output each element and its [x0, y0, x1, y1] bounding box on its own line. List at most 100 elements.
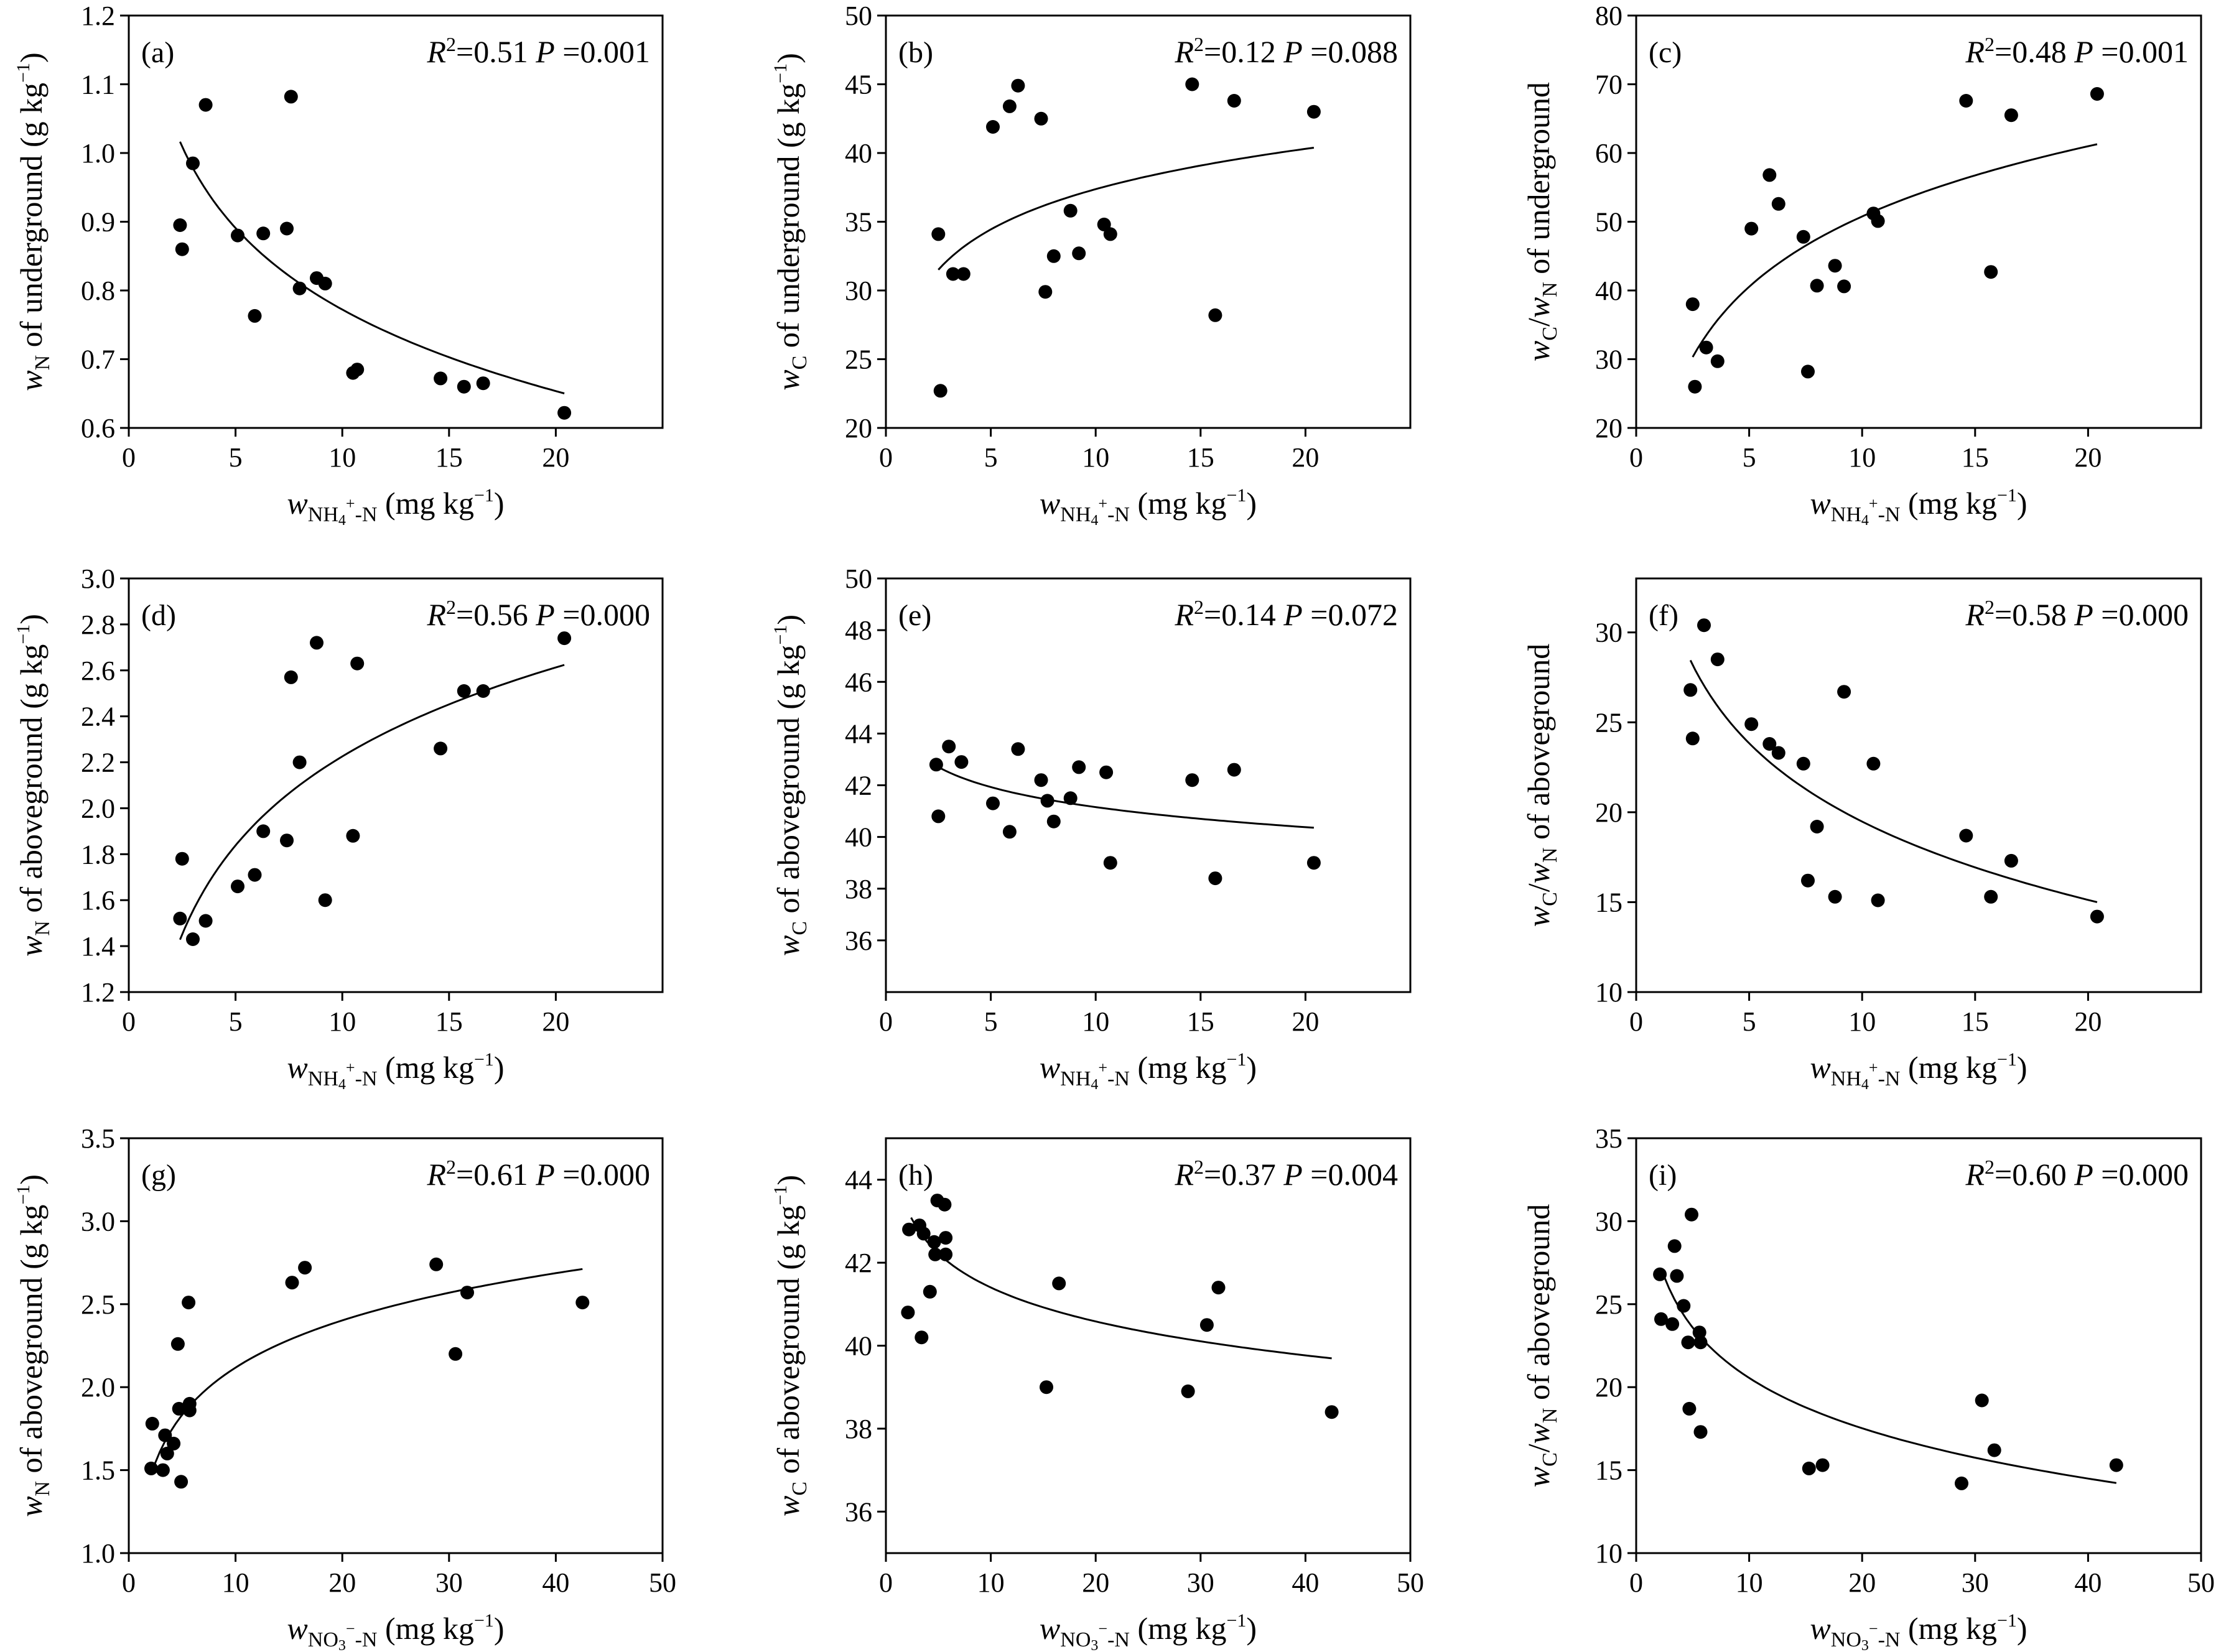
x-tick-label: 10: [1848, 1006, 1876, 1037]
data-point: [1828, 889, 1842, 904]
data-point: [931, 809, 946, 824]
r-squared-exponent: 2: [446, 1156, 456, 1178]
data-point: [175, 242, 189, 256]
data-point: [927, 1235, 941, 1249]
y-tick-label: 20: [1595, 1372, 1622, 1403]
data-point: [1211, 1281, 1226, 1295]
data-point: [2109, 1458, 2123, 1472]
data-point: [1011, 78, 1025, 93]
data-point: [1801, 873, 1815, 888]
data-point: [1802, 1461, 1816, 1475]
data-point: [901, 1306, 915, 1320]
x-tick-label: 5: [229, 442, 243, 473]
x-axis-title: wNH4+-N (mg kg−1): [1810, 1049, 2027, 1093]
y-tick-label: 25: [1595, 1289, 1622, 1320]
p-symbol: P: [2074, 1157, 2093, 1192]
data-point: [923, 1284, 937, 1299]
y-tick-label: 1.5: [81, 1455, 115, 1486]
y-tick-label: 0.7: [81, 345, 115, 375]
data-point: [182, 1296, 196, 1310]
x-tick-label: 0: [879, 1006, 893, 1037]
y-axis-title: wC of aboveground (g kg−1): [770, 615, 811, 956]
y-tick-label: 50: [845, 564, 872, 594]
data-point: [928, 1247, 943, 1261]
x-tick-label: 15: [1962, 1006, 1989, 1037]
y-tick-label: 3.0: [81, 564, 115, 594]
y-tick-label: 38: [845, 874, 872, 904]
stats-text: R2=0.56 P =0.000: [427, 596, 651, 632]
r-squared-value: =0.37: [1204, 1157, 1276, 1192]
data-point: [457, 684, 471, 698]
data-point: [1208, 308, 1222, 322]
fit-curve: [1662, 1274, 2117, 1484]
data-point: [1744, 717, 1759, 731]
x-tick-label: 10: [328, 1006, 356, 1037]
x-tick-label: 15: [435, 1006, 463, 1037]
data-point: [1744, 221, 1759, 236]
p-symbol: P: [1283, 34, 1303, 69]
data-point: [1038, 285, 1053, 299]
data-point: [1653, 1267, 1667, 1281]
data-point: [1959, 828, 1973, 843]
data-point: [318, 893, 332, 907]
data-point: [1815, 1458, 1830, 1472]
p-value: =0.000: [555, 597, 650, 632]
data-point: [956, 267, 971, 281]
y-tick-label: 40: [845, 138, 872, 169]
data-point: [915, 1330, 929, 1345]
data-point: [256, 824, 271, 838]
y-tick-label: 2.6: [81, 656, 115, 686]
plot-frame: [128, 577, 664, 993]
data-point: [1955, 1476, 1968, 1490]
y-tick-label: 44: [845, 1165, 872, 1195]
data-point: [929, 758, 943, 772]
stats-text: R2=0.12 P =0.088: [1175, 33, 1399, 69]
data-point: [1699, 340, 1713, 355]
x-axis-title: wNH4+-N (mg kg−1): [287, 485, 504, 529]
data-point: [1034, 773, 1048, 787]
data-point: [1796, 230, 1810, 244]
y-tick-label: 30: [1595, 618, 1622, 648]
data-point: [557, 631, 572, 646]
data-point: [1306, 104, 1321, 119]
data-point: [1871, 214, 1885, 228]
data-point: [1837, 279, 1851, 294]
data-point: [1227, 94, 1241, 108]
x-axis-title: wNH4+-N (mg kg−1): [1040, 1049, 1257, 1093]
x-tick-label: 15: [1962, 442, 1989, 473]
y-tick-label: 1.0: [81, 138, 115, 169]
data-point: [1063, 791, 1078, 805]
x-tick-label: 15: [1187, 1006, 1214, 1037]
x-tick-label: 20: [1292, 442, 1319, 473]
p-value: =0.001: [2093, 34, 2189, 69]
data-point: [476, 684, 490, 698]
data-point: [256, 226, 271, 241]
data-point: [173, 911, 187, 926]
y-tick-label: 80: [1595, 1, 1622, 31]
y-tick-label: 1.4: [81, 931, 115, 962]
panel-label: (e): [898, 599, 931, 632]
x-tick-label: 0: [879, 1567, 893, 1598]
y-tick-label: 0.9: [81, 207, 115, 238]
data-point: [350, 656, 365, 671]
x-tick-label: 20: [1292, 1006, 1319, 1037]
x-axis-title: wNO3−-N (mg kg−1): [287, 1610, 504, 1652]
x-tick-label: 0: [1629, 1006, 1643, 1037]
y-tick-label: 40: [1595, 276, 1622, 306]
data-point: [1828, 259, 1842, 273]
x-axis-title: wNH4+-N (mg kg−1): [1040, 485, 1257, 529]
data-point: [1975, 1393, 1989, 1408]
y-tick-label: 2.4: [81, 702, 115, 732]
y-tick-label: 70: [1595, 70, 1622, 100]
plot-frame: [1635, 1137, 2202, 1554]
data-point: [986, 796, 1000, 810]
data-point: [939, 1231, 953, 1245]
data-point: [248, 309, 262, 323]
r-squared-exponent: 2: [1985, 1156, 1995, 1178]
y-tick-label: 30: [1595, 345, 1622, 375]
data-point: [1046, 249, 1061, 263]
x-tick-label: 5: [1743, 1006, 1756, 1037]
data-point: [429, 1257, 444, 1271]
data-point: [1692, 1325, 1706, 1340]
y-axis-title: wC/wN of aboveground: [1521, 1204, 1562, 1488]
